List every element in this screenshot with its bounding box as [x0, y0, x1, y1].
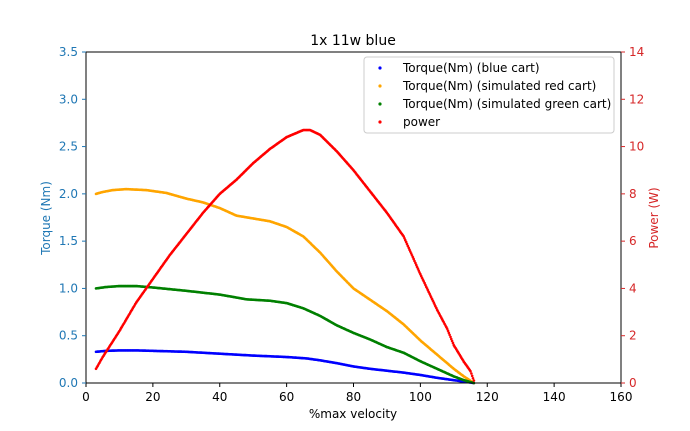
y-left-tick-label: 1.5 — [59, 234, 78, 248]
series-point-power — [451, 341, 455, 345]
y-right-tick-label: 6 — [629, 234, 637, 248]
y-left-tick-label: 1.0 — [59, 281, 78, 295]
series-point-power — [446, 329, 450, 333]
x-tick-label: 160 — [610, 390, 633, 404]
y-right-tick-label: 2 — [629, 329, 637, 343]
y-left-tick-label: 2.0 — [59, 187, 78, 201]
x-tick-label: 0 — [82, 390, 90, 404]
y-left-tick-label: 3.5 — [59, 45, 78, 59]
y-left-tick-label: 0.0 — [59, 376, 78, 390]
series-point-power — [445, 327, 449, 330]
y-left-axis-label: Torque (Nm) — [39, 181, 53, 256]
y-right-tick-label: 10 — [629, 140, 644, 154]
x-tick-label: 140 — [543, 390, 566, 404]
x-axis-label: %max velocity — [309, 407, 397, 421]
legend-label-power: power — [403, 115, 440, 129]
series-point-power — [450, 339, 454, 343]
y-left-tick-label: 3.0 — [59, 92, 78, 106]
chart-title: 1x 11w blue — [310, 33, 396, 49]
series-point-power — [447, 331, 451, 335]
plot-marks — [94, 128, 476, 385]
legend-box — [363, 56, 615, 134]
legend-marker-power — [378, 120, 382, 124]
x-tick-label: 100 — [409, 390, 432, 404]
y-left-tick-label: 0.5 — [59, 329, 78, 343]
series-point-power — [471, 377, 475, 380]
y-right-tick-label: 12 — [629, 92, 644, 106]
legend-label-red-cart: Torque(Nm) (simulated red cart) — [402, 79, 596, 93]
x-tick-label: 40 — [212, 390, 227, 404]
x-tick-label: 120 — [476, 390, 499, 404]
series-point-power — [470, 372, 473, 375]
legend: Torque(Nm) (blue cart) Torque(Nm) (simul… — [363, 56, 615, 134]
y-left-tick-label: 2.5 — [59, 140, 78, 154]
y-right-tick-label: 8 — [629, 187, 637, 201]
y-right-tick-label: 4 — [629, 281, 637, 295]
series-point-power — [449, 335, 452, 339]
y-right-axis-ticks: 0 2 4 6 8 10 12 14 — [621, 45, 644, 390]
series-point-power — [450, 337, 453, 341]
x-tick-label: 20 — [145, 390, 160, 404]
y-right-tick-label: 0 — [629, 376, 637, 390]
legend-marker-green-cart — [378, 102, 382, 106]
y-right-axis-label: Power (W) — [647, 187, 661, 248]
y-left-axis-ticks: 0.0 0.5 1.0 1.5 2.0 2.5 3.0 3.5 — [59, 45, 86, 390]
legend-marker-blue-cart — [378, 66, 382, 70]
x-tick-label: 80 — [346, 390, 361, 404]
legend-label-green-cart: Torque(Nm) (simulated green cart) — [402, 97, 611, 111]
series-point-power — [472, 379, 476, 382]
y-right-tick-label: 14 — [629, 45, 644, 59]
series-point-power — [470, 374, 474, 378]
legend-marker-red-cart — [378, 84, 382, 88]
series-point-power — [448, 333, 451, 337]
x-tick-label: 60 — [279, 390, 294, 404]
series-point-power — [469, 369, 472, 373]
legend-label-blue-cart: Torque(Nm) (blue cart) — [402, 61, 540, 75]
x-axis-ticks: 0 20 40 60 80 100 120 140 160 — [82, 383, 632, 404]
